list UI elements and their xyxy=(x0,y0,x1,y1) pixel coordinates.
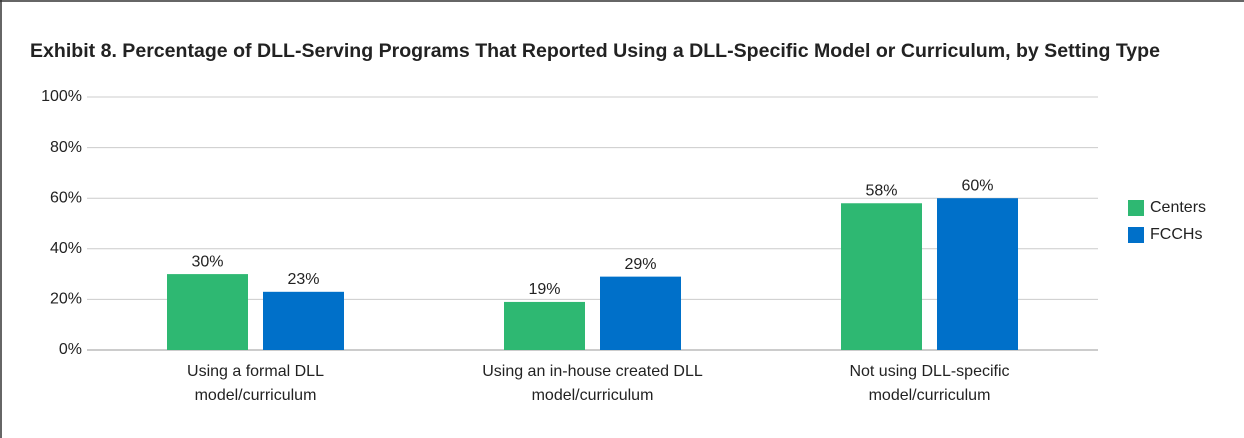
bar xyxy=(841,203,922,350)
bar xyxy=(937,198,1018,350)
legend-label: Centers xyxy=(1150,199,1206,216)
x-tick-label: Using an in-house created DLL xyxy=(482,363,703,380)
data-label: 58% xyxy=(865,182,897,199)
bar xyxy=(504,301,585,350)
y-tick-label: 40% xyxy=(50,240,82,257)
data-label: 29% xyxy=(624,256,656,273)
legend-label: FCCHs xyxy=(1150,226,1202,243)
x-tick-label: Using a formal DLL xyxy=(187,363,324,380)
y-tick-label: 60% xyxy=(50,189,82,206)
data-label: 23% xyxy=(287,271,319,288)
data-label: 30% xyxy=(191,253,223,270)
data-label: 19% xyxy=(528,281,560,298)
bar xyxy=(167,274,248,350)
x-tick-label: Not using DLL-specific xyxy=(849,363,1009,380)
bar xyxy=(263,291,344,350)
x-tick-label: model/curriculum xyxy=(195,387,317,404)
legend-swatch xyxy=(1128,200,1144,216)
y-tick-label: 80% xyxy=(50,139,82,156)
x-tick-label: model/curriculum xyxy=(869,387,991,404)
y-tick-label: 20% xyxy=(50,291,82,308)
y-tick-label: 0% xyxy=(59,341,82,358)
legend-swatch xyxy=(1128,227,1144,243)
y-tick-label: 100% xyxy=(41,88,82,105)
bar xyxy=(600,276,681,350)
x-tick-label: model/curriculum xyxy=(532,387,654,404)
data-label: 60% xyxy=(961,177,993,194)
chart-title: Exhibit 8. Percentage of DLL-Serving Pro… xyxy=(30,41,1160,62)
